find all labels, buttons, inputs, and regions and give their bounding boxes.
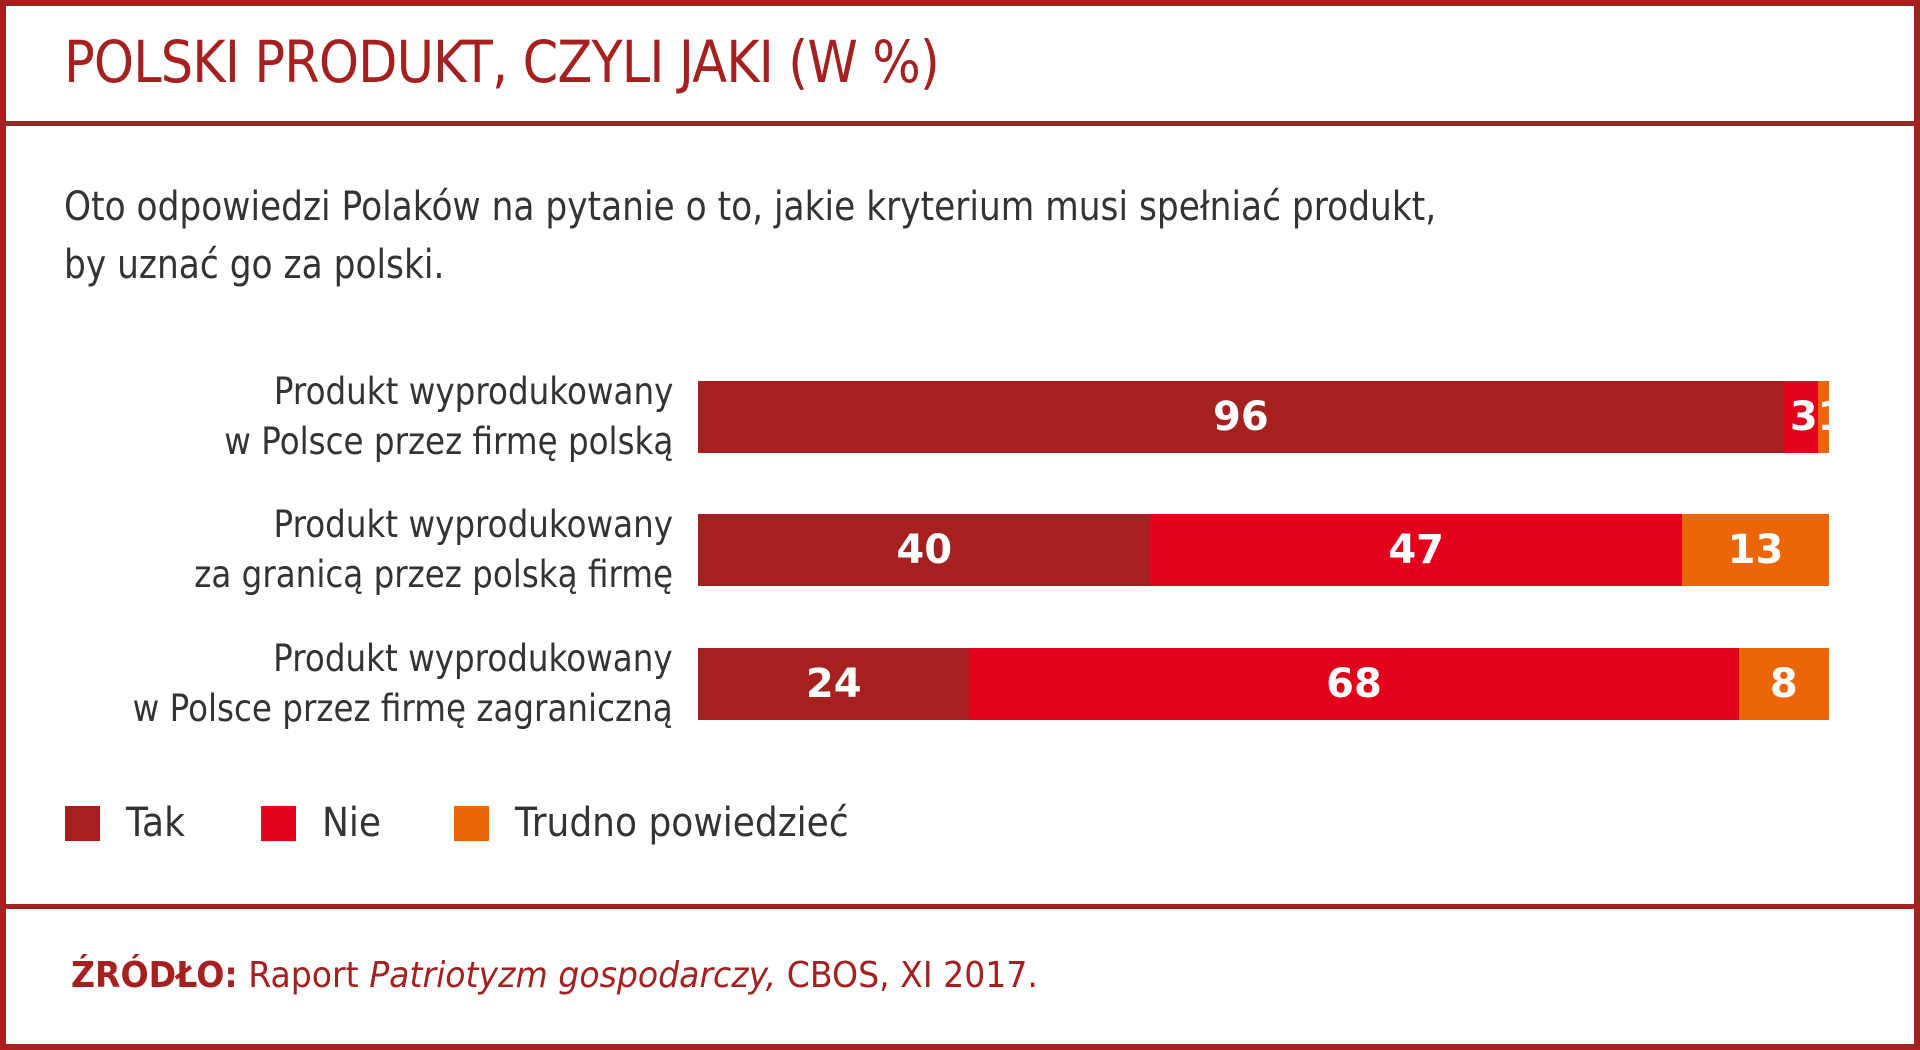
bar-segment-nie: 3	[1783, 381, 1818, 453]
source-note: ŹRÓDŁO: Raport Patriotyzm gospodarczy, C…	[71, 955, 1038, 996]
bar-row: Produkt wyprodukowany w Polsce przez firm…	[0, 370, 1920, 463]
legend-swatch	[65, 805, 100, 841]
bar-segment-trudno-powiedzieć: 1	[1817, 381, 1846, 453]
source-prefix: Raport	[237, 955, 370, 996]
legend-label: Tak	[126, 800, 185, 846]
header-divider	[0, 121, 1920, 126]
category-label-line: w Polsce przez firmę zagraniczną	[132, 687, 673, 730]
legend-swatch	[261, 805, 296, 841]
category-label-line: Produkt wyprodukowany	[273, 503, 673, 546]
chart-subtitle: Oto odpowiedzi Polaków na pytanie o to, …	[64, 178, 1436, 294]
stacked-bar: 96 3 1	[698, 381, 1846, 453]
data-label: 47	[1388, 527, 1444, 573]
data-label: 8	[1769, 661, 1798, 707]
stacked-bar: 24 68 8	[698, 648, 1829, 720]
bar-segment-nie: 68	[969, 648, 1739, 720]
legend-item: Trudno powiedzieć	[454, 800, 886, 846]
data-label: 40	[896, 527, 953, 573]
data-label: 24	[805, 661, 862, 707]
bar-segment-nie: 47	[1150, 514, 1682, 586]
legend-label: Nie	[322, 800, 382, 846]
bar-row: Produkt wyprodukowany w Polsce przez firm…	[0, 637, 1920, 730]
legend-label: Trudno powiedzieć	[515, 800, 849, 846]
source-suffix: CBOS, XI 2017.	[776, 955, 1038, 996]
category-label-line: Produkt wyprodukowany	[273, 637, 673, 680]
bar-segment-tak: 96	[698, 381, 1784, 453]
subtitle-line-1: Oto odpowiedzi Polaków na pytanie o to, …	[64, 184, 1437, 230]
legend-swatch	[454, 805, 489, 841]
bar-row: Produkt wyprodukowany za granicą przez po…	[0, 503, 1920, 596]
legend-item: Tak	[65, 800, 192, 846]
legend-item: Nie	[261, 800, 388, 846]
bar-segment-tak: 24	[698, 648, 970, 720]
category-label: Produkt wyprodukowany za granicą przez po…	[194, 500, 673, 600]
category-label-line: Produkt wyprodukowany	[273, 370, 673, 413]
data-label: 1	[1817, 394, 1846, 440]
chart-title: POLSKI PRODUKT, CZYLI JAKI (W %)	[64, 28, 940, 96]
source-title: Patriotyzm gospodarczy,	[369, 955, 777, 996]
bar-segment-trudno-powiedzieć: 13	[1681, 514, 1829, 586]
category-label-line: w Polsce przez firmę polską	[223, 420, 673, 463]
data-label: 96	[1213, 394, 1269, 440]
category-label: Produkt wyprodukowany w Polsce przez firm…	[133, 634, 673, 734]
bar-segment-trudno-powiedzieć: 8	[1738, 648, 1829, 720]
data-label: 68	[1326, 661, 1382, 707]
bar-segment-tak: 40	[698, 514, 1151, 586]
subtitle-line-2: by uznać go za polski.	[64, 242, 445, 288]
data-label: 13	[1727, 527, 1784, 573]
category-label-line: za granicą przez polską firmę	[194, 553, 673, 596]
source-label: ŹRÓDŁO:	[71, 955, 238, 996]
stacked-bar: 40 47 13	[698, 514, 1829, 586]
category-label: Produkt wyprodukowany w Polsce przez firm…	[224, 367, 673, 467]
data-label: 3	[1789, 394, 1818, 440]
footer-divider	[0, 904, 1920, 909]
